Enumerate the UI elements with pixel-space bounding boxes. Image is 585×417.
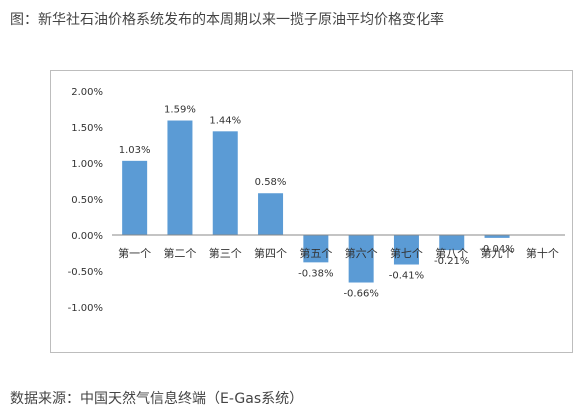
y-tick-label: 1.50% xyxy=(71,123,103,134)
data-label: 1.59% xyxy=(164,105,196,116)
data-label: 1.03% xyxy=(119,145,151,156)
bar xyxy=(122,160,148,235)
bar xyxy=(303,235,329,263)
x-axis-labels: 第一个 第二个 第三个 第四个 第五个 第六个 第七个 第八个 第九个 第十个 xyxy=(118,246,559,260)
y-tick-label: 0.00% xyxy=(71,231,103,242)
data-label: 1.44% xyxy=(209,115,241,126)
y-axis-ticks: 2.00% 1.50% 1.00% 0.50% 0.00% -0.50% -1.00% xyxy=(68,87,103,314)
y-tick-label: 1.00% xyxy=(71,159,103,170)
bar xyxy=(258,193,284,235)
x-tick-label: 第六个 xyxy=(345,246,378,260)
x-tick-label: 第八个 xyxy=(435,246,468,260)
x-tick-label: 第一个 xyxy=(118,246,151,260)
bar xyxy=(348,235,374,283)
y-tick-label: -0.50% xyxy=(68,267,103,278)
data-label: -0.21% xyxy=(434,256,469,267)
x-tick-label: 第七个 xyxy=(390,246,423,260)
x-tick-label: 第十个 xyxy=(526,246,559,260)
x-tick-label: 第五个 xyxy=(299,246,332,260)
data-source-note: 数据来源：中国天然气信息终端（E-Gas系统） xyxy=(10,391,304,407)
bar xyxy=(393,235,419,265)
data-label: -0.04% xyxy=(479,244,514,255)
x-tick-label: 第九个 xyxy=(481,246,514,260)
x-tick-label: 第四个 xyxy=(254,246,287,260)
chart-title: 图：新华社石油价格系统发布的本周期以来一揽子原油平均价格变化率 xyxy=(10,12,444,28)
data-label: -0.41% xyxy=(389,271,424,282)
data-labels: 1.03% 1.59% 1.44% 0.58% -0.38% -0.66% -0.41% -0… xyxy=(119,105,515,300)
bar xyxy=(439,235,465,251)
x-tick-label: 第二个 xyxy=(163,246,196,260)
y-tick-label: 2.00% xyxy=(71,87,103,98)
bar xyxy=(212,131,238,235)
bars xyxy=(122,120,510,283)
y-tick-label: 0.50% xyxy=(71,195,103,206)
data-label: -0.38% xyxy=(298,268,333,279)
data-label: -0.66% xyxy=(343,289,378,300)
x-tick-label: 第三个 xyxy=(209,246,242,260)
y-tick-label: -1.00% xyxy=(68,303,103,314)
bar xyxy=(167,120,193,235)
bar xyxy=(484,235,510,238)
data-label: 0.58% xyxy=(255,177,287,188)
